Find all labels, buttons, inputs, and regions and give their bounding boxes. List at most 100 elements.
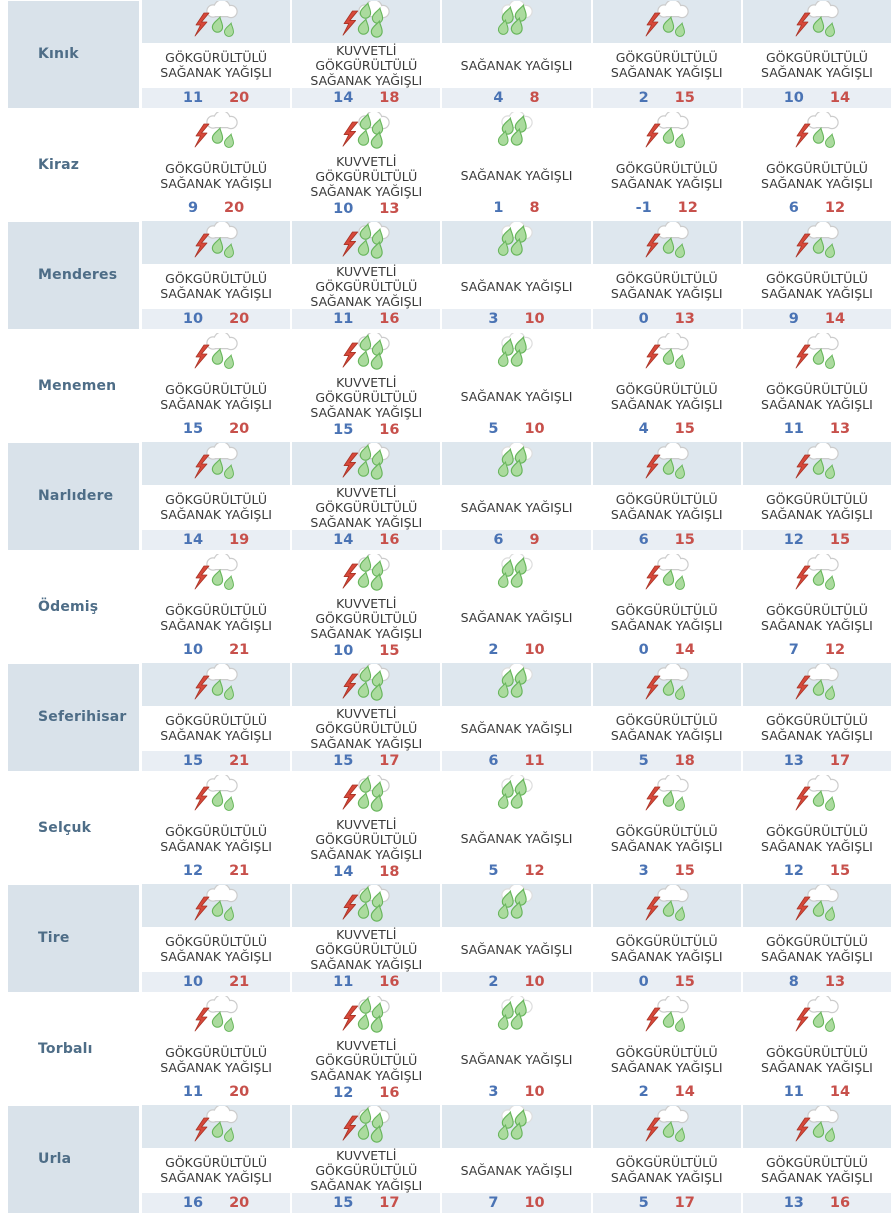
thunderstorm-icon — [788, 443, 846, 485]
district-name[interactable]: Kiraz — [38, 156, 80, 173]
icon-band — [442, 884, 591, 927]
district-cell[interactable]: Tire — [8, 885, 139, 992]
district-cell[interactable]: Seferihisar — [8, 664, 139, 771]
day-cell: GÖKGÜRÜLTÜLÜ SAĞANAK YAĞIŞLI 13 17 — [742, 663, 891, 774]
min-temperature: 15 — [182, 421, 204, 437]
district-name[interactable]: Ödemiş — [38, 598, 99, 615]
max-temperature: 10 — [524, 642, 545, 658]
max-temperature: 15 — [674, 973, 695, 990]
district-name[interactable]: Urla — [38, 1151, 72, 1168]
forecast-row: Ödemiş GÖKGÜRÜLTÜLÜ SAĞANAK YAĞIŞLI 10 2… — [0, 552, 891, 663]
icon-band — [742, 1105, 891, 1148]
district-cell[interactable]: Narlıdere — [8, 443, 139, 550]
thunderstorm-icon — [788, 774, 846, 817]
max-temperature: 20 — [229, 421, 250, 437]
min-temperature: 11 — [333, 974, 354, 990]
district-cell[interactable]: Ödemiş — [8, 553, 139, 660]
temperature-band: 10 20 — [142, 308, 291, 329]
min-temperature: 7 — [488, 1194, 499, 1211]
min-temperature: 11 — [783, 421, 804, 437]
district-cell[interactable]: Menemen — [8, 332, 139, 439]
day-cell: GÖKGÜRÜLTÜLÜ SAĞANAK YAĞIŞLI 6 12 — [742, 110, 891, 221]
temperature-band: 5 17 — [592, 1192, 741, 1213]
icon-band — [292, 0, 441, 43]
day-cell: KUVVETLİ GÖKGÜRÜLTÜLÜ SAĞANAK YAĞIŞLI 15… — [292, 1105, 441, 1216]
min-temperature: 2 — [638, 89, 649, 106]
min-temperature: 2 — [638, 1084, 649, 1100]
icon-band — [142, 773, 291, 817]
thunderstorm-icon — [187, 1106, 245, 1148]
max-temperature: 14 — [829, 1084, 851, 1100]
temperature-band: 13 16 — [742, 1192, 891, 1213]
icon-band — [292, 331, 441, 375]
district-name[interactable]: Narlıdere — [38, 488, 114, 505]
temperature-band: 12 21 — [142, 861, 291, 881]
icon-band — [442, 221, 591, 264]
temperature-band: 11 16 — [292, 972, 441, 992]
forecast-row: Narlıdere GÖKGÜRÜLTÜLÜ SAĞANAK YAĞIŞLI 1… — [0, 442, 891, 553]
district-name[interactable]: Menderes — [38, 267, 118, 284]
district-cell[interactable]: Menderes — [8, 222, 139, 329]
day-cell: GÖKGÜRÜLTÜLÜ SAĞANAK YAĞIŞLI 2 15 — [592, 0, 741, 111]
condition-label: KUVVETLİ GÖKGÜRÜLTÜLÜ SAĞANAK YAĞIŞLI — [292, 595, 441, 641]
district-name[interactable]: Menemen — [38, 377, 117, 394]
forecast-row: Menemen GÖKGÜRÜLTÜLÜ SAĞANAK YAĞIŞLI 15 … — [0, 331, 891, 442]
district-name[interactable]: Torbalı — [38, 1040, 93, 1057]
thunderstorm-icon — [187, 222, 245, 264]
min-temperature: 11 — [182, 1084, 204, 1100]
temperature-band: 15 21 — [142, 750, 291, 771]
icon-band — [442, 994, 591, 1038]
max-temperature: 16 — [379, 532, 400, 548]
day-cell: GÖKGÜRÜLTÜLÜ SAĞANAK YAĞIŞLI 10 21 — [142, 884, 291, 995]
district-name[interactable]: Seferihisar — [38, 709, 127, 726]
thunderstorm-icon — [187, 885, 245, 927]
icon-band — [742, 110, 891, 154]
heavy-thunderstorm-icon — [337, 774, 395, 817]
icon-band — [592, 0, 741, 43]
district-cell[interactable]: Kiraz — [8, 111, 139, 218]
district-name[interactable]: Tire — [38, 930, 70, 947]
day-cells: GÖKGÜRÜLTÜLÜ SAĞANAK YAĞIŞLI 10 20 KUVVE… — [142, 221, 891, 332]
icon-band — [142, 994, 291, 1038]
condition-label: GÖKGÜRÜLTÜLÜ SAĞANAK YAĞIŞLI — [742, 374, 891, 419]
district-cell[interactable]: Selçuk — [8, 774, 139, 881]
min-temperature: 10 — [182, 310, 204, 327]
day-cell: GÖKGÜRÜLTÜLÜ SAĞANAK YAĞIŞLI 11 13 — [742, 331, 891, 442]
min-temperature: 12 — [783, 531, 804, 548]
max-temperature: 20 — [229, 1194, 250, 1211]
temperature-band: 10 21 — [142, 971, 291, 992]
temperature-band: 5 10 — [442, 419, 591, 439]
thunderstorm-icon — [788, 111, 846, 154]
max-temperature: 14 — [824, 310, 846, 327]
condition-label: KUVVETLİ GÖKGÜRÜLTÜLÜ SAĞANAK YAĞIŞLI — [292, 43, 441, 88]
condition-label: SAĞANAK YAĞIŞLI — [442, 927, 591, 972]
condition-label: GÖKGÜRÜLTÜLÜ SAĞANAK YAĞIŞLI — [742, 43, 891, 88]
rain-icon — [488, 553, 546, 596]
heavy-thunderstorm-icon — [337, 1106, 395, 1148]
district-cell[interactable]: Torbalı — [8, 995, 139, 1102]
icon-band — [592, 884, 741, 927]
max-temperature: 9 — [529, 531, 540, 548]
day-cell: SAĞANAK YAĞIŞLI 6 9 — [442, 442, 591, 553]
min-temperature: 15 — [182, 752, 204, 769]
district-name[interactable]: Kınık — [38, 46, 79, 63]
day-cells: GÖKGÜRÜLTÜLÜ SAĞANAK YAĞIŞLI 10 21 KUVVE… — [142, 552, 891, 663]
thunderstorm-icon — [638, 553, 696, 596]
district-cell[interactable]: Urla — [8, 1106, 139, 1213]
day-cell: SAĞANAK YAĞIŞLI 3 10 — [442, 221, 591, 332]
condition-label: GÖKGÜRÜLTÜLÜ SAĞANAK YAĞIŞLI — [592, 485, 741, 530]
condition-label: SAĞANAK YAĞIŞLI — [442, 706, 591, 751]
icon-band — [742, 773, 891, 817]
min-temperature: 12 — [333, 1084, 354, 1101]
temperature-band: 4 8 — [442, 87, 591, 108]
district-name[interactable]: Selçuk — [38, 819, 92, 836]
day-cell: GÖKGÜRÜLTÜLÜ SAĞANAK YAĞIŞLI 16 20 — [142, 1105, 291, 1216]
min-temperature: -1 — [635, 200, 652, 216]
rain-icon — [488, 332, 546, 375]
icon-band — [592, 331, 741, 375]
condition-label: GÖKGÜRÜLTÜLÜ SAĞANAK YAĞIŞLI — [742, 1037, 891, 1082]
forecast-row: Selçuk GÖKGÜRÜLTÜLÜ SAĞANAK YAĞIŞLI 12 2… — [0, 773, 891, 884]
district-cell[interactable]: Kınık — [8, 1, 139, 108]
min-temperature: 5 — [488, 421, 499, 437]
